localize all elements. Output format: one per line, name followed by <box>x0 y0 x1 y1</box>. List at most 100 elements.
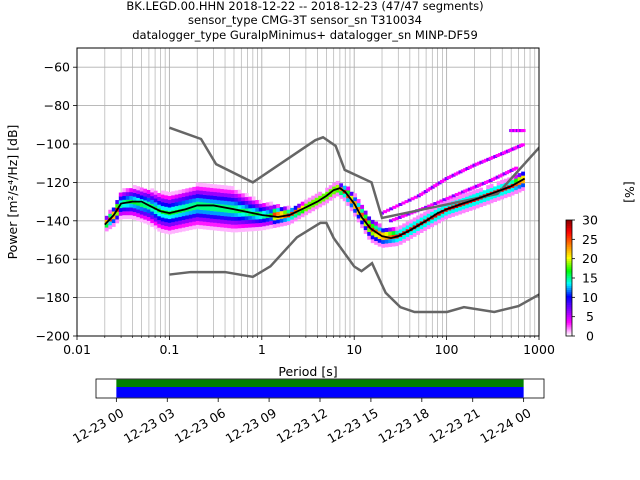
density-cell <box>493 194 497 199</box>
density-cell <box>188 210 193 215</box>
density-cell <box>269 201 274 206</box>
density-cell <box>234 193 239 198</box>
density-cell <box>178 197 183 202</box>
density-cell <box>321 201 326 206</box>
density-cell <box>160 194 165 199</box>
density-cell <box>132 192 137 197</box>
colorbar-segment <box>566 221 572 225</box>
colorbar-segment <box>566 241 572 244</box>
density-cell <box>258 199 263 204</box>
colorbar-segment <box>566 239 572 242</box>
density-cell <box>199 221 204 226</box>
density-cell <box>171 206 176 211</box>
density-cell <box>139 218 144 223</box>
outlier-cell <box>427 204 432 208</box>
density-cell <box>353 197 358 202</box>
density-cell <box>325 195 330 200</box>
density-cell <box>311 207 316 212</box>
density-cell <box>314 205 319 210</box>
density-cell <box>258 207 263 212</box>
outlier-cell <box>442 198 447 202</box>
density-cell <box>405 225 410 230</box>
density-cell <box>297 215 302 220</box>
density-cell <box>227 189 232 194</box>
density-cell <box>185 199 190 204</box>
density-cell <box>475 188 480 194</box>
density-cell <box>311 195 316 200</box>
density-cell <box>234 228 239 233</box>
colorbar-gradient <box>566 220 572 337</box>
density-cell <box>391 230 396 236</box>
density-cell <box>206 218 211 223</box>
density-cell <box>370 235 375 240</box>
outlier-cell <box>497 174 502 178</box>
colorbar-segment <box>566 314 572 317</box>
density-cell <box>339 183 344 188</box>
colorbar-segment <box>566 318 572 321</box>
density-cell <box>377 238 382 243</box>
outlier-cell <box>423 190 428 194</box>
density-cell <box>500 191 504 196</box>
density-cell <box>220 192 225 197</box>
colorbar-segment <box>566 310 572 314</box>
density-cell <box>174 225 179 230</box>
density-cell <box>437 219 442 224</box>
density-cell <box>234 205 239 210</box>
density-cell <box>234 189 239 194</box>
density-cell <box>328 185 333 190</box>
density-cell <box>181 200 186 205</box>
density-cell <box>332 190 337 195</box>
density-cell <box>192 198 197 203</box>
density-cell <box>237 220 242 225</box>
density-cell <box>251 196 256 201</box>
density-cell <box>150 203 155 208</box>
outlier-cell <box>400 214 405 218</box>
y-axis-label: Power [m²/s⁴/Hz] [dB] <box>5 125 20 260</box>
coverage-tick-label: 12-23 12 <box>274 405 330 446</box>
density-cell <box>220 184 225 190</box>
density-cell <box>146 201 151 206</box>
density-cell <box>472 194 477 199</box>
density-cell <box>216 219 221 224</box>
outlier-cell <box>419 192 424 196</box>
density-cell <box>118 207 123 212</box>
density-cell <box>230 228 235 233</box>
density-cell <box>136 209 141 214</box>
density-cell <box>213 199 218 204</box>
density-cell <box>500 180 504 185</box>
outlier-cell <box>444 177 449 181</box>
density-cell <box>318 191 323 196</box>
density-cell <box>129 207 134 212</box>
density-cell <box>181 223 186 228</box>
density-cell <box>465 196 470 201</box>
density-cell <box>199 217 204 222</box>
density-cell <box>213 226 218 231</box>
density-cell <box>164 229 169 234</box>
density-cell <box>139 195 144 200</box>
density-cell <box>227 220 232 225</box>
density-cell <box>129 203 134 208</box>
density-cell <box>283 217 288 222</box>
density-cell <box>258 211 263 216</box>
density-cell <box>178 193 183 198</box>
density-cell <box>276 207 281 212</box>
outlier-cell <box>484 180 489 184</box>
colorbar-segment <box>566 276 572 279</box>
outlier-cell <box>404 200 409 204</box>
density-cell <box>318 203 323 208</box>
density-cell <box>223 196 228 201</box>
density-cell <box>314 201 319 206</box>
density-cell <box>468 206 473 211</box>
density-cell <box>227 227 232 233</box>
density-cell <box>164 214 169 219</box>
density-cell <box>171 218 176 223</box>
x-axis-ticks: 0.01 0.1 1 10 100 1000 <box>63 336 555 357</box>
density-cell <box>381 243 386 248</box>
density-cell <box>402 223 407 228</box>
density-cell <box>178 205 183 210</box>
density-cell <box>206 198 211 203</box>
density-cell <box>276 204 281 209</box>
outlier-cell <box>391 218 396 222</box>
density-cell <box>419 213 424 218</box>
density-cell <box>206 183 211 188</box>
